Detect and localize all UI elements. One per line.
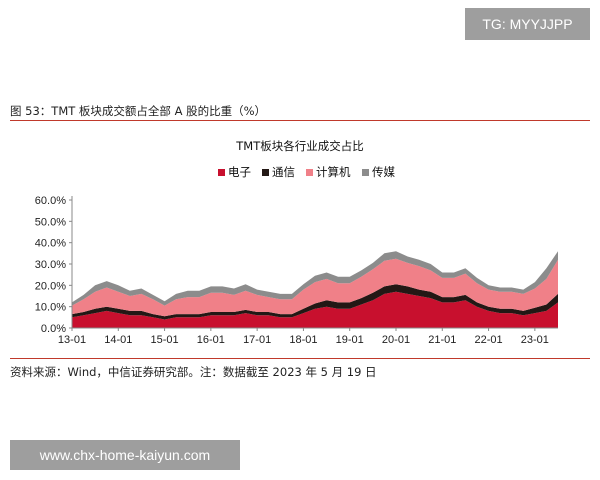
- x-tick-label-0: 13-01: [58, 334, 86, 346]
- legend-swatch-0: [218, 169, 225, 176]
- x-tick-label-4: 17-01: [243, 334, 271, 346]
- watermark-bottom: www.chx-home-kaiyun.com: [10, 440, 240, 470]
- y-tick-label-0: 0.0%: [41, 323, 66, 335]
- source-note: 资料来源：Wind，中信证券研究部。注：数据截至 2023 年 5 月 19 日: [10, 365, 377, 379]
- x-tick-label-5: 18-01: [289, 334, 317, 346]
- y-tick-label-6: 60.0%: [35, 195, 66, 207]
- x-tick-label-2: 15-01: [151, 334, 179, 346]
- legend-label-3: 传媒: [372, 165, 395, 179]
- chart-legend: 电子 通信 计算机 传媒: [218, 165, 395, 179]
- y-tick-label-4: 40.0%: [35, 238, 66, 250]
- y-tick-label-1: 10.0%: [35, 302, 66, 314]
- x-tick-label-8: 21-01: [428, 334, 456, 346]
- legend-label-0: 电子: [228, 165, 251, 179]
- y-tick-label-3: 30.0%: [35, 259, 66, 271]
- area-series-3: [72, 251, 558, 306]
- x-tick-label-3: 16-01: [197, 334, 225, 346]
- watermark-top: TG: MYYJJPP: [465, 8, 590, 40]
- x-tick-label-10: 23-01: [521, 334, 549, 346]
- y-tick-label-5: 50.0%: [35, 216, 66, 228]
- x-tick-label-7: 20-01: [382, 334, 410, 346]
- area-series-2: [72, 258, 558, 317]
- x-tick-label-9: 22-01: [475, 334, 503, 346]
- legend-swatch-2: [306, 169, 313, 176]
- y-tick-label-2: 20.0%: [35, 280, 66, 292]
- area-series-0: [72, 291, 558, 328]
- x-tick-label-1: 14-01: [104, 334, 132, 346]
- legend-swatch-1: [262, 169, 269, 176]
- chart-axes: 0.0% 10.0% 20.0% 30.0% 40.0% 50.0% 60.0% 13-01 1…: [35, 195, 558, 346]
- top-divider: [10, 120, 590, 121]
- legend-label-2: 计算机: [316, 165, 351, 179]
- chart-canvas: TMT板块各行业成交占比 电子 通信 计算机 传媒 0.0% 10.0% 20.0% 30.…: [35, 139, 558, 346]
- legend-label-1: 通信: [272, 165, 295, 179]
- chart-areas: [72, 251, 558, 328]
- legend-swatch-3: [362, 169, 369, 176]
- x-tick-label-6: 19-01: [336, 334, 364, 346]
- chart-title: TMT板块各行业成交占比: [235, 139, 363, 153]
- bottom-divider: [10, 358, 590, 359]
- figure-title: 图 53：TMT 板块成交额占全部 A 股的比重（%）: [10, 104, 267, 118]
